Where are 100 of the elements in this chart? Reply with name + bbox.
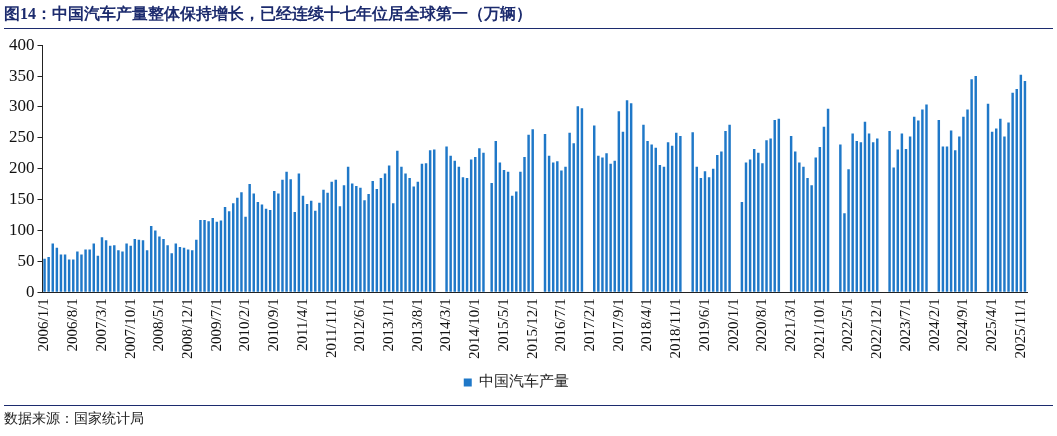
bar	[597, 155, 600, 292]
x-tick-label: 2006/1/1	[35, 298, 52, 352]
bar	[371, 181, 374, 292]
bar	[396, 150, 399, 292]
source-note: 数据来源：国家统计局	[4, 405, 1053, 428]
bar	[322, 189, 325, 292]
x-tick-label: 2008/12/1	[179, 298, 196, 360]
bar	[129, 245, 132, 292]
bar	[650, 144, 653, 292]
bar	[88, 249, 91, 292]
bar	[757, 152, 760, 292]
x-tick-label: 2021/3/1	[782, 298, 799, 352]
bar	[773, 119, 776, 292]
bar	[675, 132, 678, 292]
x-tick-label: 2020/8/1	[753, 298, 770, 352]
x-tick-label: 2010/9/1	[265, 298, 282, 352]
bar	[601, 157, 604, 292]
x-tick-label: 2018/11/1	[667, 298, 684, 359]
bar	[199, 219, 202, 292]
x-tick-label: 2025/4/1	[983, 298, 1000, 352]
bar	[642, 124, 645, 292]
x-tick-label: 2025/11/1	[1011, 298, 1028, 359]
bar	[490, 182, 493, 292]
bar	[43, 258, 46, 292]
bar	[113, 245, 116, 292]
x-tick-label: 2022/12/1	[868, 298, 885, 360]
x-tick-label: 2016/7/1	[552, 298, 569, 352]
bar	[248, 184, 251, 292]
chart-title: 图14：中国汽车产量整体保持增长，已经连续十七年位居全球第一（万辆）	[4, 4, 1053, 29]
x-tick-label: 2010/2/1	[236, 298, 253, 352]
bar	[999, 118, 1002, 292]
bar	[798, 162, 801, 292]
legend-label: 中国汽车产量	[479, 373, 570, 390]
bar	[679, 135, 682, 292]
x-tick-label: 2012/6/1	[351, 298, 368, 352]
x-tick-label: 2019/6/1	[695, 298, 712, 352]
x-tick-label: 2023/7/1	[896, 298, 913, 352]
bar	[203, 219, 206, 292]
bar	[76, 251, 79, 292]
bar	[482, 152, 485, 292]
y-tick-label: 250	[9, 127, 35, 147]
x-tick-label: 2015/5/1	[494, 298, 511, 352]
y-tick-label: 400	[9, 34, 35, 54]
x-tick-label: 2007/3/1	[92, 298, 109, 352]
bar	[240, 192, 243, 292]
bar	[888, 131, 891, 292]
bar	[765, 140, 768, 292]
bar	[876, 138, 879, 292]
bar	[125, 243, 128, 292]
y-tick-label: 50	[17, 250, 35, 270]
bar	[691, 132, 694, 292]
bar	[974, 76, 977, 292]
x-tick-label: 2024/2/1	[925, 298, 942, 352]
y-tick-label: 200	[9, 158, 35, 178]
bar	[330, 181, 333, 292]
bar	[531, 129, 534, 292]
bar	[568, 132, 571, 292]
x-tick-label: 2017/2/1	[581, 298, 598, 352]
x-tick-label: 2021/10/1	[810, 298, 827, 360]
bar	[445, 146, 448, 292]
bar	[285, 171, 288, 292]
bar	[47, 256, 50, 292]
bar	[1011, 92, 1014, 292]
bar	[851, 133, 854, 292]
y-tick-label: 350	[9, 65, 35, 85]
x-tick-label: 2014/10/1	[466, 298, 483, 360]
bar	[207, 221, 210, 292]
bar	[355, 185, 358, 292]
x-tick-label: 2014/3/1	[437, 298, 454, 352]
x-tick-label: 2007/10/1	[121, 298, 138, 360]
bar	[154, 230, 157, 292]
x-tick-label: 2008/5/1	[150, 298, 167, 352]
bar	[408, 177, 411, 292]
y-tick-label: 150	[9, 189, 35, 209]
bar	[728, 124, 731, 292]
x-tick-label: 2022/5/1	[839, 298, 856, 352]
x-tick-label: 2013/8/1	[408, 298, 425, 352]
x-tick-label: 2024/9/1	[954, 298, 971, 352]
bar	[359, 187, 362, 292]
x-tick-label: 2009/7/1	[207, 298, 224, 352]
y-tick-label: 0	[26, 281, 35, 301]
bar	[162, 239, 165, 292]
y-tick-label: 300	[9, 96, 35, 116]
x-tick-label: 2013/1/1	[380, 298, 397, 352]
x-tick-label: 2011/11/1	[322, 298, 339, 358]
bar	[925, 104, 928, 292]
y-tick-label: 100	[9, 219, 35, 239]
bar	[605, 153, 608, 292]
bar	[556, 161, 559, 292]
bar	[802, 166, 805, 292]
bar	[716, 155, 719, 292]
x-tick-label: 2020/1/1	[724, 298, 741, 352]
x-tick-label: 2011/4/1	[293, 298, 310, 351]
bar	[970, 79, 973, 292]
bar	[839, 144, 842, 292]
x-tick-label: 2017/9/1	[609, 298, 626, 352]
bar	[478, 148, 481, 292]
x-tick-label: 2006/8/1	[64, 298, 81, 352]
x-tick-label: 2015/12/1	[523, 298, 540, 360]
x-tick-label: 2018/4/1	[638, 298, 655, 352]
